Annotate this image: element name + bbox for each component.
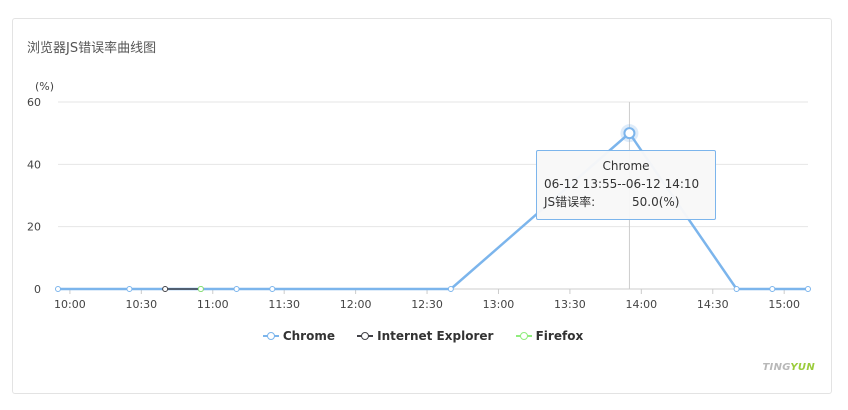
y-tick-label: 20 (27, 221, 41, 234)
y-axis-label: (%) (35, 80, 54, 93)
legend-item-ie[interactable]: Internet Explorer (357, 329, 493, 343)
x-tick-label: 12:00 (340, 298, 372, 311)
data-point (55, 286, 61, 292)
legend-label-chrome: Chrome (282, 329, 335, 343)
x-tick-label: 11:30 (268, 298, 300, 311)
tooltip-value: 50.0(%) (632, 195, 680, 209)
x-tick-label: 15:00 (768, 298, 800, 311)
tooltip-label: JS错误率: (544, 195, 596, 209)
tooltip-series-name: Chrome (602, 159, 650, 173)
data-point (126, 286, 133, 292)
y-tick-label: 0 (34, 283, 41, 296)
brand-part-2: YUN (790, 362, 815, 373)
x-tick-label: 14:30 (697, 298, 729, 311)
data-point (162, 286, 169, 292)
chart-card: 浏览器JS错误率曲线图 0 20 40 60 (%) 10:00 10:30 11:00 11:… (12, 18, 832, 394)
data-point (269, 286, 276, 292)
data-point (447, 286, 454, 292)
legend-label-ie: Internet Explorer (377, 329, 494, 343)
x-tick-label: 10:30 (125, 298, 157, 311)
brand-logo: TINGYUN (762, 362, 815, 373)
x-tick-label: 13:30 (554, 298, 586, 311)
x-tick-label: 10:00 (54, 298, 86, 311)
y-tick-label: 60 (27, 96, 41, 109)
legend-swatch-firefox (515, 331, 532, 341)
legend-swatch-chrome (262, 331, 279, 341)
y-tick-label: 40 (27, 158, 41, 171)
x-tick-label: 14:00 (625, 298, 657, 311)
chart-tooltip: Chrome 06-12 13:55--06-12 14:10 JS错误率: 5… (536, 150, 716, 220)
data-point (623, 127, 636, 140)
x-tick-label: 12:30 (411, 298, 443, 311)
chart-title: 浏览器JS错误率曲线图 (27, 41, 157, 56)
legend-swatch-ie (357, 331, 374, 341)
data-point (197, 286, 204, 292)
chart-legend: Chrome Internet Explorer Firefox (13, 329, 833, 344)
tooltip-range: 06-12 13:55--06-12 14:10 (544, 177, 700, 191)
data-point (733, 286, 740, 292)
data-point (233, 286, 240, 292)
legend-item-chrome[interactable]: Chrome (262, 329, 335, 343)
legend-item-firefox[interactable]: Firefox (515, 329, 584, 343)
data-point (805, 286, 811, 292)
x-tick-label: 13:00 (483, 298, 515, 311)
line-chart: 0 20 40 60 (%) 10:00 10:30 11:00 11:30 12:00 12:30… (27, 80, 811, 311)
data-point (769, 286, 776, 292)
legend-label-firefox: Firefox (535, 329, 584, 343)
brand-part-1: TING (762, 362, 791, 373)
x-tick-label: 11:00 (197, 298, 229, 311)
